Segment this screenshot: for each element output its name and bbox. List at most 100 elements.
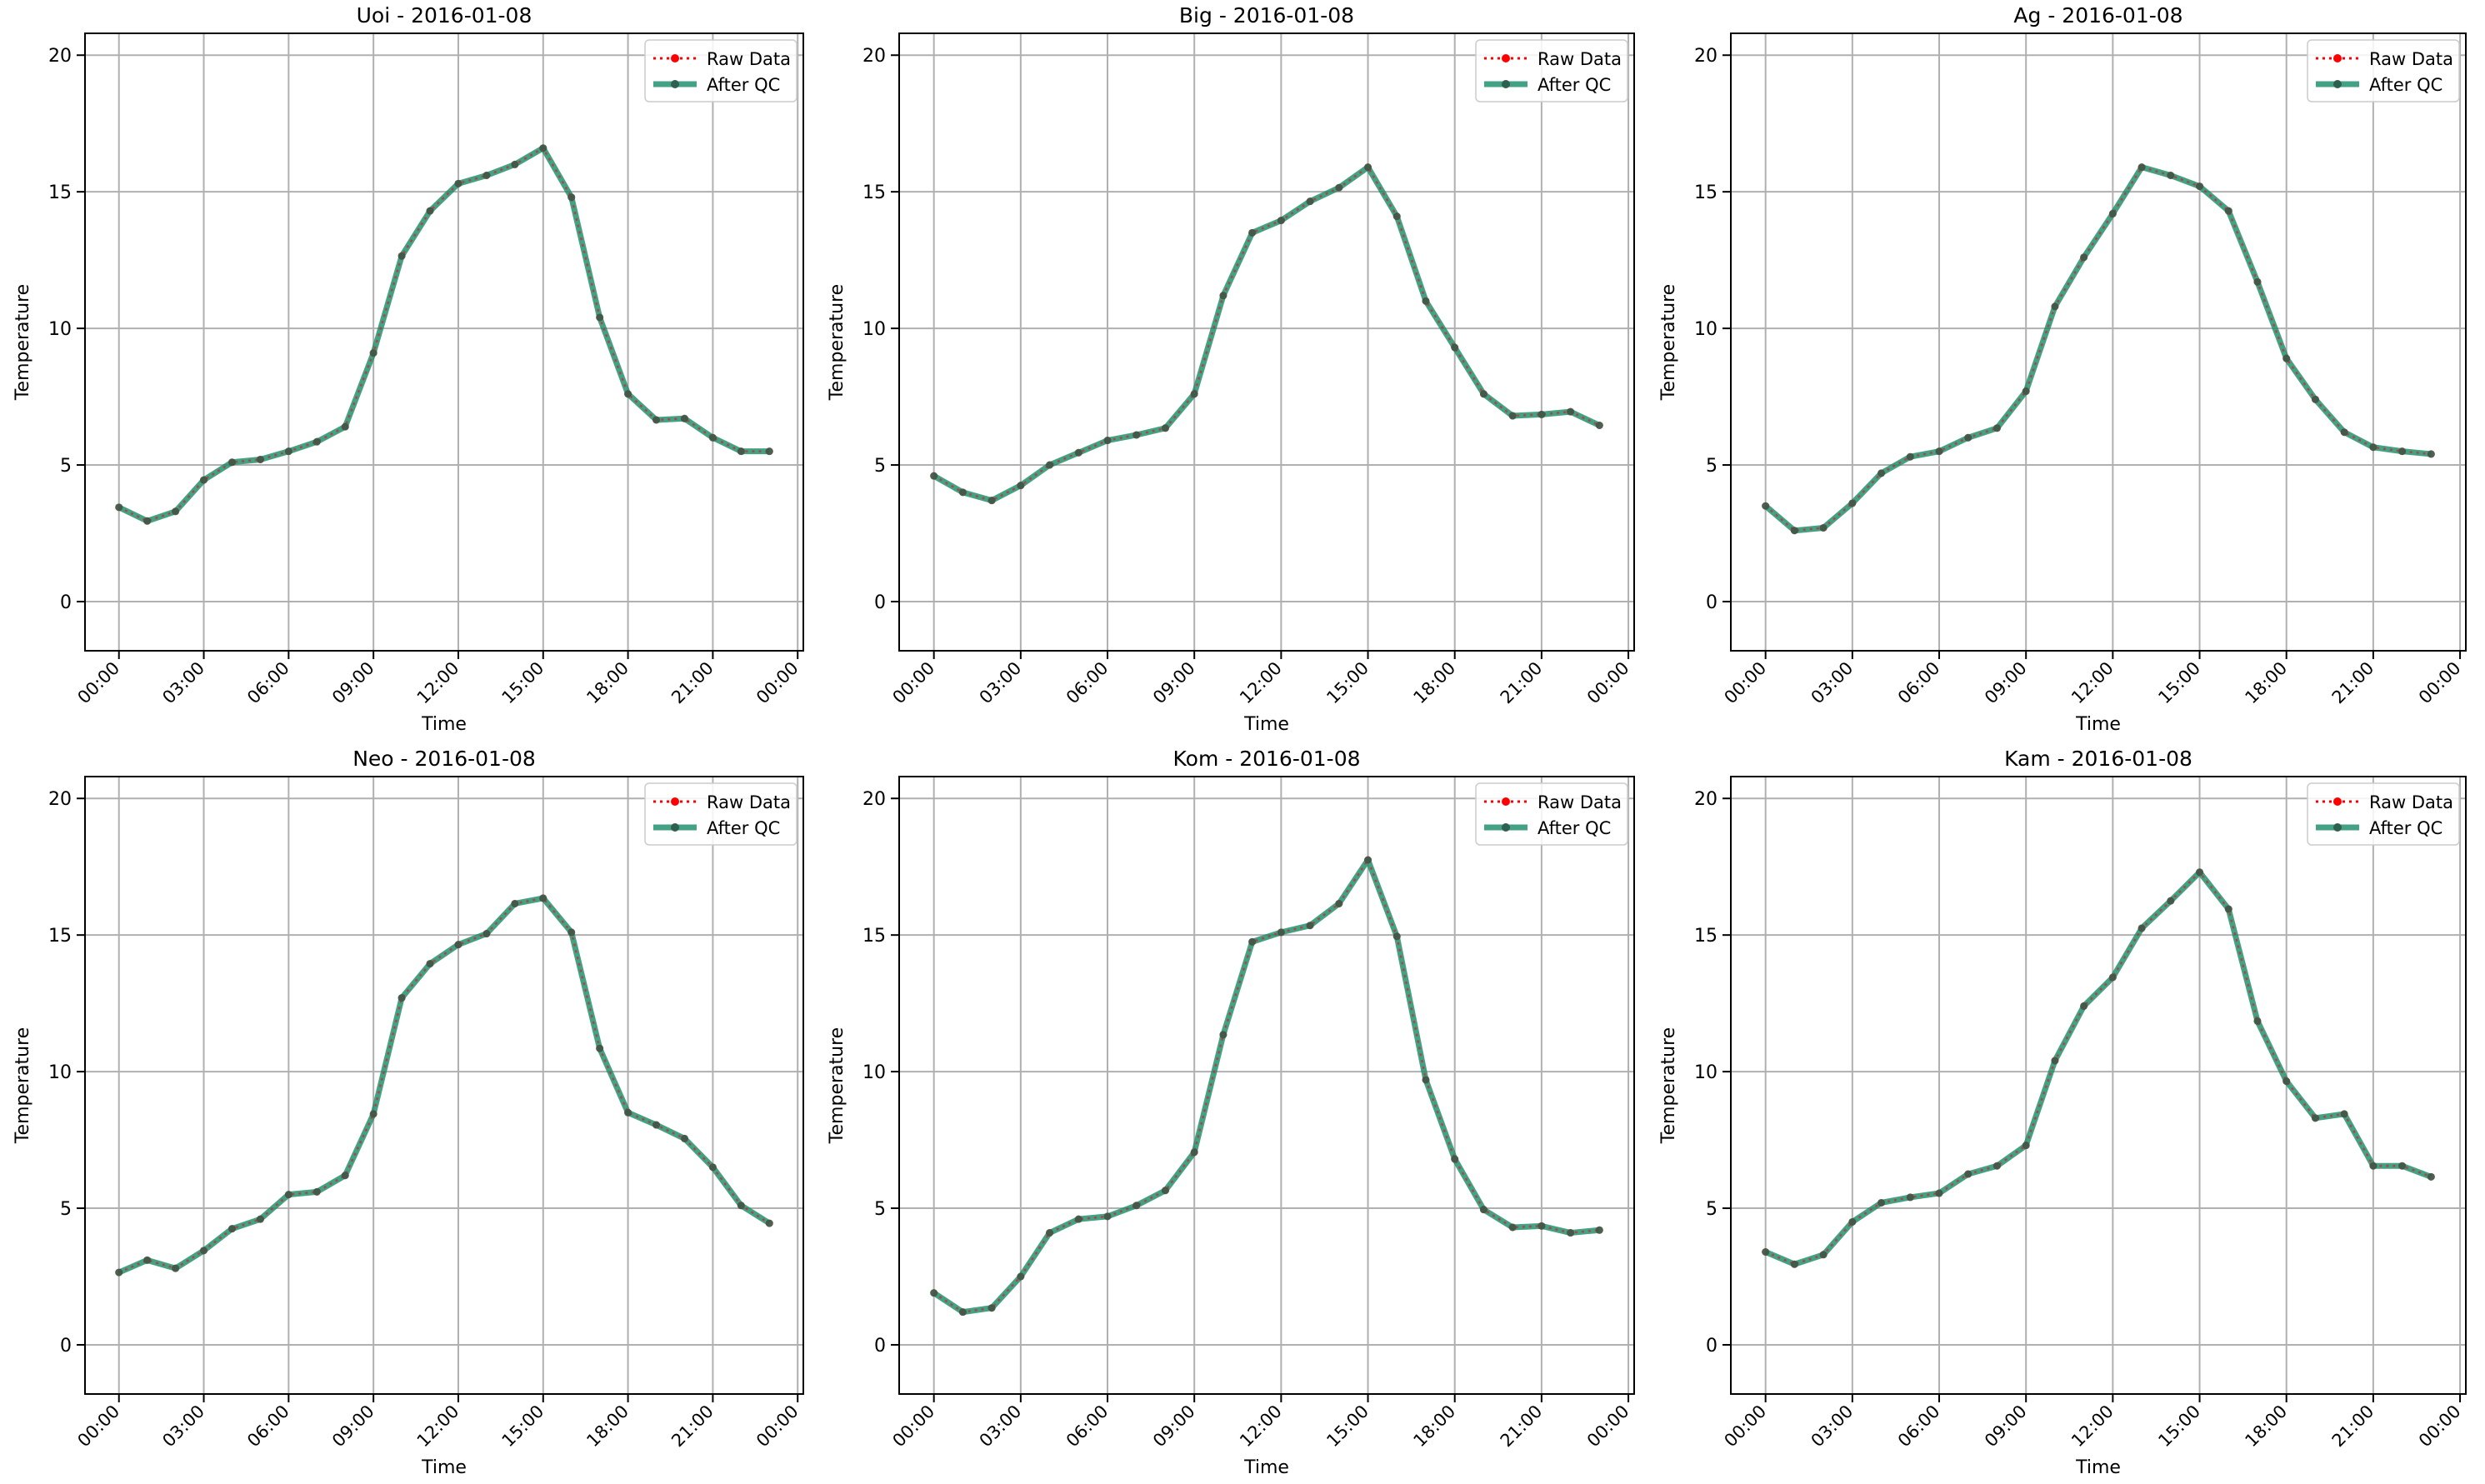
legend-marker-after-qc [2333, 823, 2342, 832]
data-point-after-qc [312, 1187, 321, 1196]
data-point-after-qc [652, 416, 661, 424]
y-axis-label: Temperature [1658, 1027, 1679, 1144]
x-tick-label: 09:00 [328, 1402, 378, 1452]
x-tick-label: 12:00 [2068, 1402, 2118, 1452]
data-point-after-qc [1306, 197, 1314, 206]
data-point-after-qc [2080, 1002, 2088, 1010]
y-axis-label: Temperature [12, 1027, 33, 1144]
y-tick-label: 10 [48, 1062, 72, 1083]
legend-marker-after-qc [671, 80, 679, 88]
data-point-after-qc [652, 1121, 661, 1129]
data-point-after-qc [1392, 212, 1401, 221]
legend: Raw Data After QC [644, 782, 798, 846]
x-axis-label: Time [2075, 1457, 2121, 1478]
data-point-after-qc [539, 144, 548, 152]
axes-frame [1730, 32, 2467, 652]
data-point-after-qc [2398, 447, 2407, 456]
data-point-after-qc [596, 1044, 604, 1052]
data-point-after-qc [1335, 183, 1343, 192]
data-point-after-qc [680, 1134, 688, 1142]
x-tick-label: 09:00 [1981, 1402, 2031, 1452]
data-point-after-qc [1046, 461, 1054, 469]
series-line-raw-data [118, 897, 770, 1274]
data-point-after-qc [2311, 395, 2319, 403]
data-point-after-qc [1422, 297, 1430, 305]
data-point-after-qc [2398, 1162, 2407, 1170]
x-tick-label: 15:00 [498, 658, 548, 708]
x-tick-label: 06:00 [1062, 1402, 1112, 1452]
x-tick-label: 00:00 [1583, 658, 1633, 708]
axes-frame [1730, 776, 2467, 1395]
x-tick-label: 12:00 [413, 1402, 463, 1452]
y-tick-label: 15 [1694, 182, 1718, 203]
data-point-after-qc [1992, 424, 2001, 432]
data-point-after-qc [1451, 1155, 1459, 1163]
data-point-after-qc [2427, 450, 2435, 458]
legend-marker-raw-data [671, 797, 679, 806]
data-point-after-qc [1479, 1206, 1488, 1214]
series-line-after-qc [932, 164, 1601, 504]
data-point-after-qc [2282, 354, 2291, 362]
data-point-after-qc [454, 179, 462, 187]
x-tick-label: 06:00 [243, 1402, 293, 1452]
x-tick-label: 00:00 [2415, 1402, 2465, 1452]
y-tick-label: 15 [1694, 926, 1718, 947]
data-point-after-qc [1906, 452, 1914, 461]
data-point-after-qc [341, 422, 349, 431]
y-tick-label: 15 [48, 926, 72, 947]
y-tick-label: 20 [862, 46, 886, 67]
y-tick-label: 20 [862, 789, 886, 810]
data-point-after-qc [1762, 1248, 1770, 1257]
chart-panel-2: 00:00 03:00 06:00 09:00 12:00 15:00 18:00 21:00… [1658, 3, 2467, 735]
x-axis-label: Time [1243, 1457, 1289, 1478]
data-point-after-qc [1017, 482, 1025, 490]
data-point-after-qc [1017, 1272, 1025, 1281]
data-point-after-qc [988, 1304, 996, 1312]
data-point-after-qc [1277, 928, 1285, 937]
legend-marker-after-qc [2333, 80, 2342, 88]
data-point-after-qc [426, 960, 434, 968]
y-tick-label: 5 [1706, 1199, 1718, 1220]
y-tick-label: 20 [48, 789, 72, 810]
x-tick-label: 06:00 [1062, 658, 1112, 708]
legend-label-raw-data: Raw Data [707, 49, 791, 69]
legend: Raw Data After QC [644, 39, 798, 102]
data-point-after-qc [2138, 924, 2146, 932]
data-point-after-qc [1364, 856, 1372, 864]
data-point-after-qc [930, 1289, 938, 1297]
x-tick-label: 18:00 [582, 658, 632, 708]
data-point-after-qc [1103, 437, 1112, 445]
axes-frame [84, 776, 804, 1395]
axes-frame [898, 32, 1635, 652]
x-tick-label: 03:00 [1808, 658, 1858, 708]
data-point-after-qc [143, 1256, 152, 1264]
data-point-after-qc [454, 941, 462, 949]
y-tick-label: 5 [1706, 456, 1718, 477]
data-point-after-qc [708, 433, 717, 442]
chart-title: Big - 2016-01-08 [1179, 3, 1354, 27]
data-point-after-qc [1878, 1198, 1886, 1207]
y-tick-label: 5 [60, 1199, 72, 1220]
data-point-after-qc [228, 458, 236, 467]
data-point-after-qc [624, 1108, 632, 1117]
data-point-after-qc [1422, 1076, 1430, 1084]
legend-label-raw-data: Raw Data [2369, 792, 2453, 812]
data-point-after-qc [256, 1215, 264, 1223]
data-point-after-qc [172, 507, 180, 516]
legend-marker-raw-data [1502, 54, 1510, 62]
data-point-after-qc [1219, 292, 1228, 300]
data-point-after-qc [2196, 868, 2204, 877]
data-point-after-qc [765, 447, 773, 456]
x-tick-label: 18:00 [2241, 658, 2291, 708]
legend-label-raw-data: Raw Data [707, 792, 791, 812]
x-tick-label: 06:00 [1894, 658, 1944, 708]
x-tick-label: 00:00 [1720, 658, 1770, 708]
x-tick-label: 15:00 [1322, 658, 1372, 708]
chart-panel-1: 00:00 03:00 06:00 09:00 12:00 15:00 18:00 21:00… [827, 3, 1635, 735]
legend-label-after-qc: After QC [2369, 75, 2442, 95]
data-point-after-qc [1508, 412, 1517, 420]
data-point-after-qc [1790, 527, 1798, 535]
data-point-after-qc [115, 503, 123, 512]
x-tick-label: 18:00 [1409, 658, 1459, 708]
x-tick-label: 00:00 [752, 658, 802, 708]
